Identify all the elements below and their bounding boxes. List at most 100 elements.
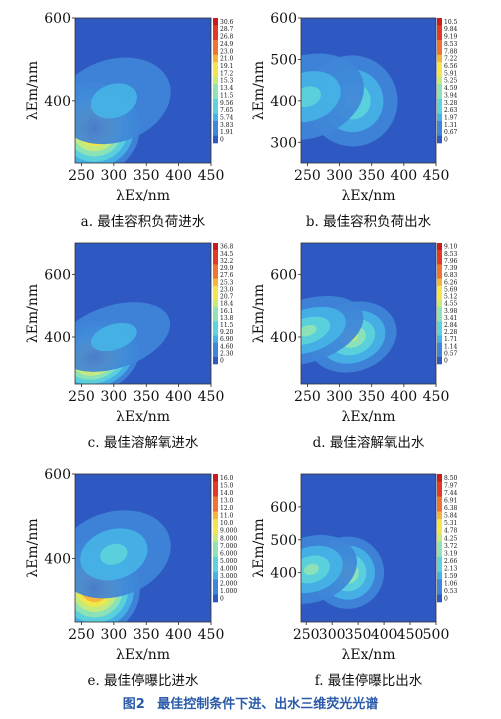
colorbar-swatch <box>213 474 218 482</box>
colorbar-tick-label: 17.2 <box>220 70 234 77</box>
colorbar-tick-label: 7.97 <box>444 483 458 490</box>
colorbar-tick-label: 9.56 <box>220 100 234 107</box>
colorbar-tick-label: 3.94 <box>444 92 458 99</box>
colorbar-tick-label: 4.000 <box>220 565 237 572</box>
colorbar-swatch <box>213 271 218 279</box>
colorbar-swatch <box>437 541 442 550</box>
colorbar-tick-label: 9.19 <box>444 34 458 41</box>
colorbar-swatch <box>437 54 442 63</box>
colorbar-swatch <box>213 504 218 512</box>
subplot-caption-c: c. 最佳溶解氧进水 <box>88 435 199 451</box>
y-tick-label: 400 <box>44 552 71 568</box>
colorbar-tick-label: 2.000 <box>220 580 237 587</box>
colorbar-swatch <box>213 40 218 48</box>
x-tick-label: 300 <box>326 168 353 184</box>
x-tick-label: 250 <box>293 627 320 643</box>
x-tick-label: 400 <box>165 168 192 184</box>
colorbar-swatch <box>213 135 218 144</box>
y-tick-label: 600 <box>44 467 71 483</box>
colorbar-tick-label: 7.96 <box>444 258 458 265</box>
x-tick-label: 450 <box>198 627 225 643</box>
colorbar-tick-label: 5.25 <box>444 78 458 85</box>
intensity-field <box>301 295 397 373</box>
colorbar-tick-label: 10.5 <box>444 19 458 26</box>
colorbar-swatch <box>437 98 442 107</box>
plot-frame <box>300 473 437 623</box>
x-tick-label: 250 <box>68 168 95 184</box>
colorbar-swatch <box>437 250 442 258</box>
x-tick-label: 400 <box>390 168 417 184</box>
colorbar-tick-label: 7.88 <box>444 48 458 55</box>
colorbar-tick-label: 16.0 <box>220 475 234 482</box>
colorbar-tick-label: 3.19 <box>444 550 458 557</box>
colorbar-tick-label: 23.0 <box>220 48 234 55</box>
colorbar-swatch <box>437 549 442 558</box>
x-tick-label: 250 <box>68 389 95 405</box>
colorbar-swatch <box>213 335 218 343</box>
colorbar-tick-label: 12.0 <box>220 505 234 512</box>
colorbar-swatch <box>213 18 218 26</box>
colorbar-tick-label: 3.28 <box>444 100 458 107</box>
colorbar-swatch <box>213 292 218 301</box>
colorbar-tick-label: 11.5 <box>220 92 234 99</box>
x-tick-label: 350 <box>345 627 372 643</box>
colorbar-swatch <box>213 556 218 565</box>
colorbar-tick-label: 6.91 <box>444 498 457 505</box>
subplot-caption-e: e. 最佳停曝比进水 <box>87 672 199 689</box>
colorbar-swatch <box>213 76 218 85</box>
colorbar-swatch <box>437 481 442 490</box>
colorbar-tick-label: 15.0 <box>220 483 234 490</box>
colorbar-swatch <box>213 120 218 129</box>
colorbar-swatch <box>437 342 442 351</box>
colorbar-swatch <box>437 84 442 92</box>
colorbar-swatch <box>213 519 218 528</box>
colorbar-tick-label: 1.06 <box>444 580 458 587</box>
colorbar-swatch <box>213 321 218 329</box>
colorbar-tick-label: 15.3 <box>220 78 234 85</box>
y-axis-label: λEm/nm <box>25 284 41 343</box>
colorbar-swatch <box>437 335 442 343</box>
plot-f: 250 300 350 400 450 500400500600λEx/nmλEm/nm8… <box>251 473 458 689</box>
x-tick-label: 450 <box>397 627 424 643</box>
colorbar-tick-label: 3.000 <box>220 573 237 580</box>
colorbar-swatch <box>213 541 218 550</box>
colorbar-tick-label: 13.4 <box>220 85 234 92</box>
plot-e: 250 300 350 400 450 400 600 λEx/nm λEm/nm 16.015.… <box>25 467 237 689</box>
colorbar-swatch <box>213 496 218 505</box>
contour-peak-2-level-4 <box>303 563 319 576</box>
colorbar-tick-label: 2.13 <box>444 565 458 572</box>
colorbar-swatch <box>213 62 218 70</box>
colorbar-swatch <box>213 511 218 520</box>
colorbar-swatch <box>213 534 218 543</box>
y-axis-label: λEm/nm <box>251 284 267 343</box>
x-tick-label: 450 <box>198 389 225 405</box>
colorbar-tick-label: 6.56 <box>444 63 458 70</box>
colorbar-tick-label: 3.41 <box>444 315 457 322</box>
plot-frame <box>74 473 212 623</box>
x-tick-label: 350 <box>133 168 160 184</box>
colorbar-swatch <box>437 504 442 512</box>
x-tick-label: 350 <box>133 627 160 643</box>
colorbar-tick-label: 28.7 <box>220 26 234 33</box>
colorbar-swatch <box>437 579 442 588</box>
colorbar-tick-label: 26.8 <box>220 34 234 41</box>
colorbar-tick-label: 10.0 <box>220 520 234 527</box>
colorbar-tick-label: 32.2 <box>220 258 234 265</box>
figure-title: 最佳控制条件下进、出水三维荧光光谱 <box>157 697 379 712</box>
x-axis-label: λEx/nm <box>116 409 170 425</box>
y-tick-label: 600 <box>270 267 297 283</box>
colorbar-swatch <box>437 62 442 70</box>
colorbar-swatch <box>437 113 442 122</box>
colorbar-tick-label: 1.71 <box>444 336 457 343</box>
colorbar-tick-label: 14.0 <box>220 490 234 497</box>
colorbar-tick-label: 0 <box>444 358 448 365</box>
x-tick-label: 300 <box>326 389 353 405</box>
intensity-field <box>75 302 171 384</box>
y-tick-label: 400 <box>270 330 297 346</box>
colorbar-swatch <box>437 586 442 595</box>
colorbar-swatch <box>437 292 442 301</box>
colorbar-swatch <box>437 69 442 78</box>
colorbar-tick-label: 2.28 <box>444 329 458 336</box>
colorbar-swatch <box>437 91 442 100</box>
